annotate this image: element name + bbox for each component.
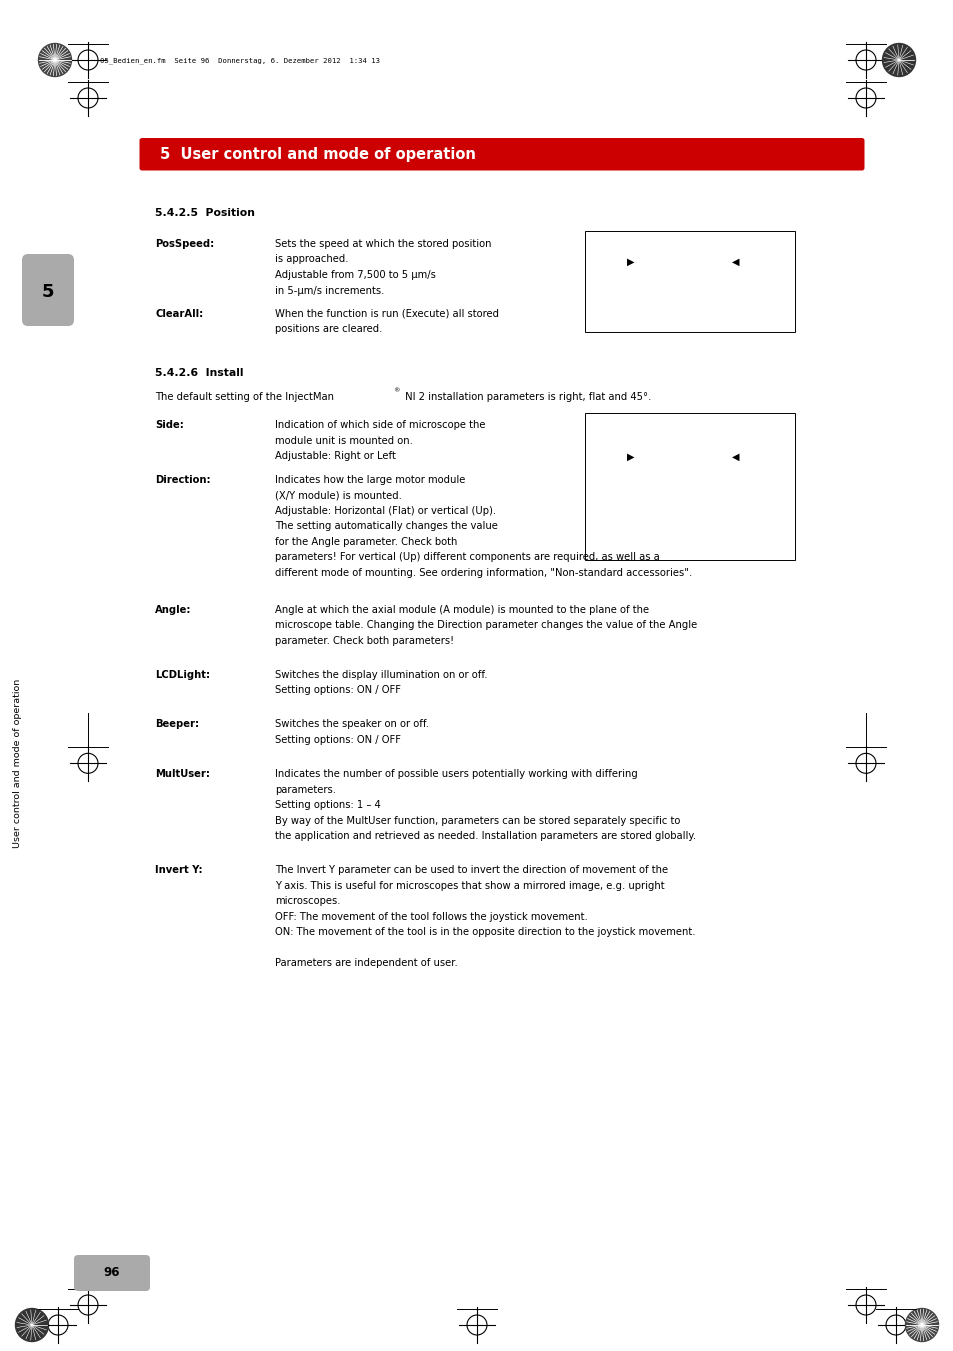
Text: By way of the MultUser function, parameters can be stored separately specific to: By way of the MultUser function, paramet…: [274, 816, 679, 825]
Circle shape: [904, 1309, 938, 1342]
Text: in 5-μm/s increments.: in 5-μm/s increments.: [274, 285, 384, 296]
Text: ◀: ◀: [732, 257, 740, 266]
Text: for the Angle parameter. Check both: for the Angle parameter. Check both: [274, 536, 456, 547]
Text: MultUser:: MultUser:: [154, 769, 210, 780]
Text: parameters.: parameters.: [274, 785, 335, 794]
Bar: [584, 412, 794, 559]
Text: The default setting of the InjectMan: The default setting of the InjectMan: [154, 392, 334, 403]
FancyBboxPatch shape: [22, 254, 74, 326]
Text: The Invert Y parameter can be used to invert the direction of movement of the: The Invert Y parameter can be used to in…: [274, 865, 667, 875]
Text: microscopes.: microscopes.: [274, 896, 340, 907]
Text: is approached.: is approached.: [274, 254, 348, 265]
Text: positions are cleared.: positions are cleared.: [274, 324, 382, 334]
Text: parameters! For vertical (Up) different components are required, as well as a: parameters! For vertical (Up) different …: [274, 553, 659, 562]
Text: 5: 5: [42, 282, 54, 301]
Text: Angle at which the axial module (A module) is mounted to the plane of the: Angle at which the axial module (A modul…: [274, 605, 648, 615]
Text: Indicates how the large motor module: Indicates how the large motor module: [274, 474, 465, 485]
Text: User control and mode of operation: User control and mode of operation: [13, 678, 22, 848]
Text: Invert Y:: Invert Y:: [154, 865, 202, 875]
Text: Beeper:: Beeper:: [154, 720, 199, 730]
FancyBboxPatch shape: [74, 1255, 150, 1292]
Text: parameter. Check both parameters!: parameter. Check both parameters!: [274, 636, 454, 646]
Text: ▶: ▶: [627, 257, 635, 266]
Text: Direction:: Direction:: [154, 474, 211, 485]
Text: 5.4.2.6  Install: 5.4.2.6 Install: [154, 367, 243, 378]
Text: Adjustable: Horizontal (Flat) or vertical (Up).: Adjustable: Horizontal (Flat) or vertica…: [274, 505, 496, 516]
Text: ON: The movement of the tool is in the opposite direction to the joystick moveme: ON: The movement of the tool is in the o…: [274, 927, 695, 938]
Circle shape: [15, 1309, 49, 1342]
Circle shape: [38, 43, 71, 77]
Text: The setting automatically changes the value: The setting automatically changes the va…: [274, 521, 497, 531]
Text: different mode of mounting. See ordering information, "Non-standard accessories": different mode of mounting. See ordering…: [274, 567, 692, 578]
Text: 5  User control and mode of operation: 5 User control and mode of operation: [160, 147, 476, 162]
Text: Angle:: Angle:: [154, 605, 192, 615]
Text: Parameters are independent of user.: Parameters are independent of user.: [274, 958, 457, 969]
Text: Switches the speaker on or off.: Switches the speaker on or off.: [274, 720, 429, 730]
Text: (X/Y module) is mounted.: (X/Y module) is mounted.: [274, 490, 401, 500]
Text: Switches the display illumination on or off.: Switches the display illumination on or …: [274, 670, 487, 680]
Text: 5.4.2.5  Position: 5.4.2.5 Position: [154, 208, 254, 218]
Text: When the function is run (Execute) all stored: When the function is run (Execute) all s…: [274, 309, 498, 319]
Text: 05_Bedien_en.fm  Seite 96  Donnerstag, 6. Dezember 2012  1:34 13: 05_Bedien_en.fm Seite 96 Donnerstag, 6. …: [100, 57, 379, 63]
Circle shape: [882, 43, 915, 77]
Text: Setting options: ON / OFF: Setting options: ON / OFF: [274, 685, 400, 696]
Text: ®: ®: [393, 389, 399, 393]
FancyBboxPatch shape: [139, 138, 863, 170]
Text: Indication of which side of microscope the: Indication of which side of microscope t…: [274, 420, 485, 431]
Text: LCDLight:: LCDLight:: [154, 670, 210, 680]
Text: ClearAll:: ClearAll:: [154, 309, 203, 319]
Text: PosSpeed:: PosSpeed:: [154, 239, 214, 249]
Text: Sets the speed at which the stored position: Sets the speed at which the stored posit…: [274, 239, 491, 249]
Text: module unit is mounted on.: module unit is mounted on.: [274, 436, 413, 446]
Text: the application and retrieved as needed. Installation parameters are stored glob: the application and retrieved as needed.…: [274, 831, 696, 842]
Bar: [584, 231, 794, 332]
Text: Adjustable from 7,500 to 5 μm/s: Adjustable from 7,500 to 5 μm/s: [274, 270, 436, 280]
Text: microscope table. Changing the Direction parameter changes the value of the Angl: microscope table. Changing the Direction…: [274, 620, 697, 631]
Text: Indicates the number of possible users potentially working with differing: Indicates the number of possible users p…: [274, 769, 638, 780]
Text: Setting options: ON / OFF: Setting options: ON / OFF: [274, 735, 400, 744]
Text: Adjustable: Right or Left: Adjustable: Right or Left: [274, 451, 395, 461]
Text: NI 2 installation parameters is right, flat and 45°.: NI 2 installation parameters is right, f…: [401, 392, 651, 403]
Text: OFF: The movement of the tool follows the joystick movement.: OFF: The movement of the tool follows th…: [274, 912, 587, 921]
Text: Y axis. This is useful for microscopes that show a mirrored image, e.g. upright: Y axis. This is useful for microscopes t…: [274, 881, 664, 890]
Text: ▶: ▶: [627, 451, 635, 462]
Text: ◀: ◀: [732, 451, 740, 462]
Text: Setting options: 1 – 4: Setting options: 1 – 4: [274, 800, 380, 811]
Text: 96: 96: [104, 1266, 120, 1279]
Text: Side:: Side:: [154, 420, 184, 431]
